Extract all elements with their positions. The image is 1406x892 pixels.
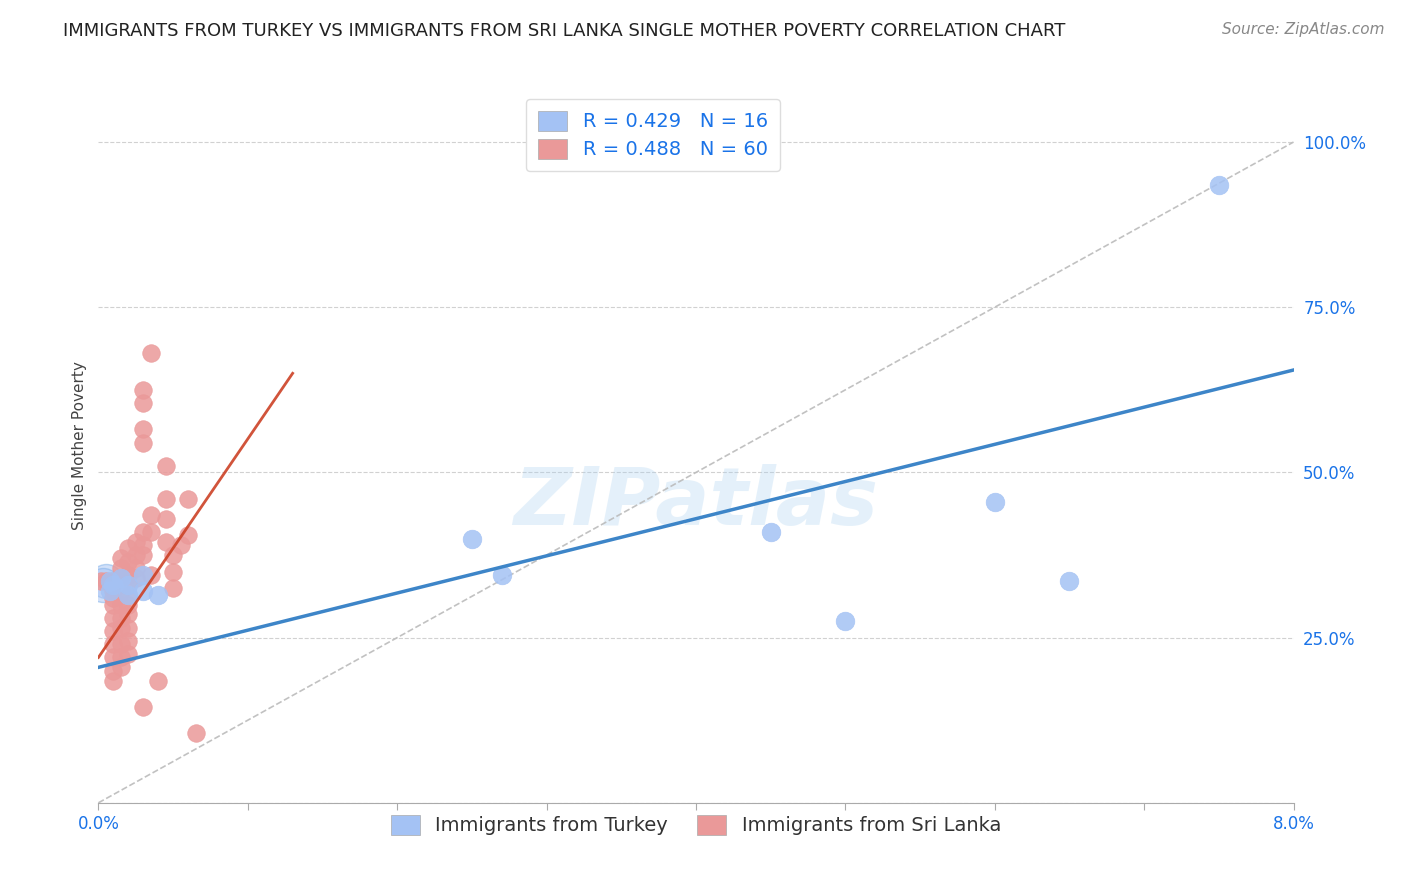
Point <box>132 548 155 562</box>
Point <box>834 614 856 628</box>
Point <box>177 528 200 542</box>
Point <box>117 588 139 602</box>
Point <box>103 584 125 599</box>
Point <box>103 673 125 688</box>
Point <box>103 591 125 605</box>
Point <box>117 555 139 569</box>
Point <box>117 634 139 648</box>
Point <box>110 611 132 625</box>
Point <box>103 611 125 625</box>
Point <box>110 551 132 566</box>
Point <box>132 396 155 410</box>
Point <box>117 578 139 592</box>
Point <box>110 621 132 635</box>
Point <box>491 567 513 582</box>
Point <box>110 561 132 575</box>
Text: ZIPatlas: ZIPatlas <box>513 464 879 542</box>
Point <box>155 511 177 525</box>
Point <box>103 650 125 665</box>
Point <box>148 673 170 688</box>
Point <box>132 422 155 436</box>
Point <box>132 567 155 582</box>
Point <box>1059 574 1081 589</box>
Point <box>110 598 132 612</box>
Text: Source: ZipAtlas.com: Source: ZipAtlas.com <box>1222 22 1385 37</box>
Point <box>94 574 117 589</box>
Point <box>98 574 122 589</box>
Point <box>117 621 139 635</box>
Point <box>110 571 132 585</box>
Point <box>117 647 139 661</box>
Point <box>1208 178 1230 192</box>
Point <box>162 581 184 595</box>
Point <box>110 637 132 651</box>
Point <box>103 664 125 678</box>
Point <box>139 346 162 360</box>
Point <box>125 534 148 549</box>
Point <box>759 524 782 539</box>
Point <box>110 584 132 599</box>
Point <box>117 598 139 612</box>
Point <box>103 574 125 589</box>
Point <box>132 700 155 714</box>
Point <box>139 524 162 539</box>
Point <box>117 607 139 622</box>
Point <box>984 495 1007 509</box>
Point <box>132 538 155 552</box>
Point <box>139 508 162 523</box>
Point <box>103 637 125 651</box>
Point <box>98 584 122 599</box>
Point <box>117 541 139 556</box>
Point <box>103 578 125 592</box>
Point <box>132 524 155 539</box>
Point <box>117 588 139 602</box>
Point <box>155 491 177 506</box>
Point <box>184 726 207 740</box>
Point <box>91 578 114 592</box>
Point <box>148 588 170 602</box>
Legend: Immigrants from Turkey, Immigrants from Sri Lanka: Immigrants from Turkey, Immigrants from … <box>382 807 1010 843</box>
Point <box>155 458 177 473</box>
Point <box>162 548 184 562</box>
Point <box>110 571 132 585</box>
Point <box>110 660 132 674</box>
Point <box>125 571 148 585</box>
Point <box>139 567 162 582</box>
Point <box>103 624 125 638</box>
Point <box>117 567 139 582</box>
Y-axis label: Single Mother Poverty: Single Mother Poverty <box>72 361 87 531</box>
Point <box>94 574 117 589</box>
Point <box>132 584 155 599</box>
Point <box>117 578 139 592</box>
Point <box>162 565 184 579</box>
Point <box>125 561 148 575</box>
Text: IMMIGRANTS FROM TURKEY VS IMMIGRANTS FROM SRI LANKA SINGLE MOTHER POVERTY CORREL: IMMIGRANTS FROM TURKEY VS IMMIGRANTS FRO… <box>63 22 1066 40</box>
Point <box>110 650 132 665</box>
Point <box>461 532 484 546</box>
Point <box>177 491 200 506</box>
Point <box>125 548 148 562</box>
Point <box>155 534 177 549</box>
Point <box>90 574 112 589</box>
Point <box>103 598 125 612</box>
Point <box>169 538 191 552</box>
Point <box>132 435 155 450</box>
Point <box>132 383 155 397</box>
